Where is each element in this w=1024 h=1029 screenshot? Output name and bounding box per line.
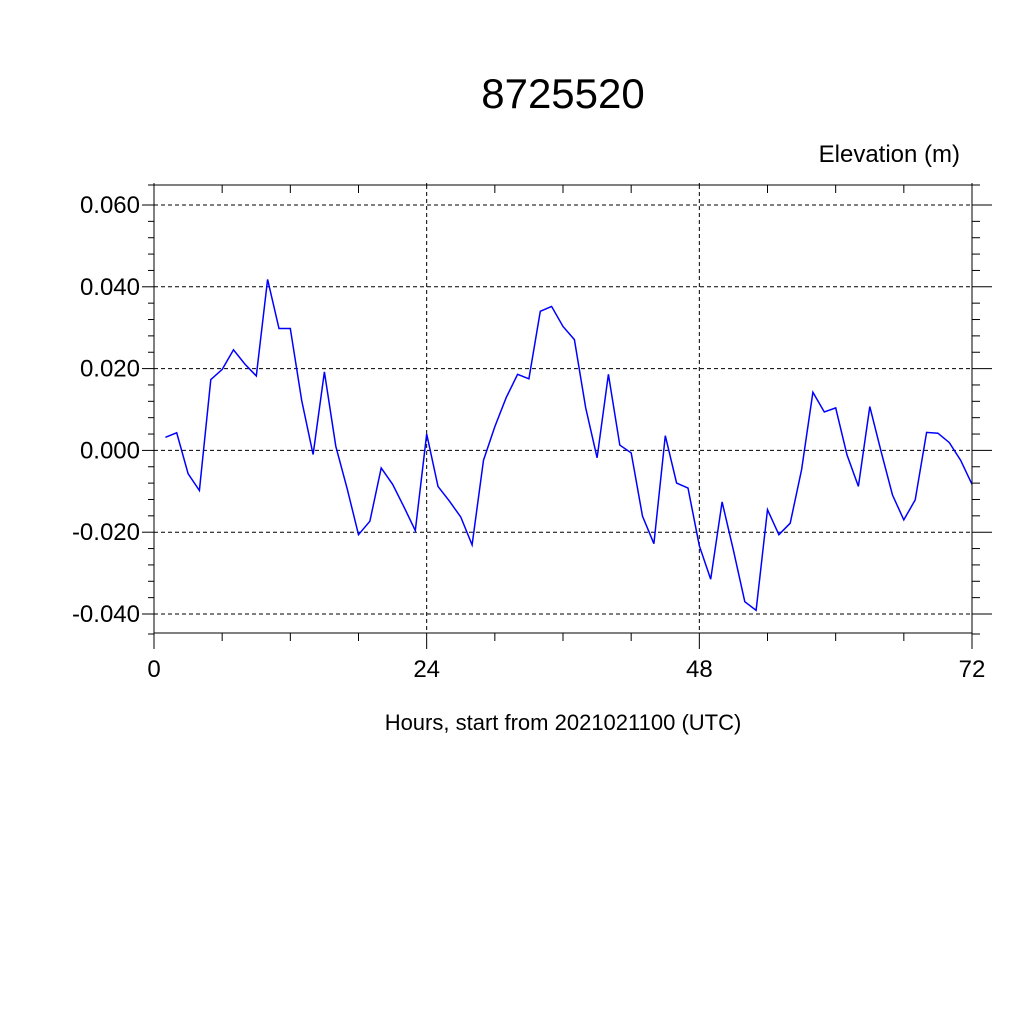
y-tick-label: -0.020 xyxy=(72,519,140,546)
series-line xyxy=(165,279,973,612)
tick-labels: -0.040 -0.020 0.000 0.020 0.040 0.060 0 24 48 72 xyxy=(72,192,985,683)
x-tick-label: 24 xyxy=(413,656,440,683)
x-tick-label: 72 xyxy=(959,656,986,683)
plot-frame xyxy=(153,184,973,634)
series-layer xyxy=(165,279,973,612)
x-axis-label: Hours, start from 2021021100 (UTC) xyxy=(385,710,742,735)
chart-subtitle: Elevation (m) xyxy=(819,141,960,168)
y-tick-label: 0.040 xyxy=(80,274,140,301)
chart-title: 8725520 xyxy=(481,70,645,117)
axis-ticks xyxy=(142,183,992,649)
grid-lines xyxy=(154,185,972,633)
y-tick-label: 0.000 xyxy=(80,437,140,464)
y-tick-label: 0.020 xyxy=(80,356,140,383)
y-tick-label: 0.060 xyxy=(80,192,140,219)
x-tick-label: 48 xyxy=(686,656,713,683)
y-tick-label: -0.040 xyxy=(72,601,140,628)
x-tick-label: 0 xyxy=(147,656,160,683)
